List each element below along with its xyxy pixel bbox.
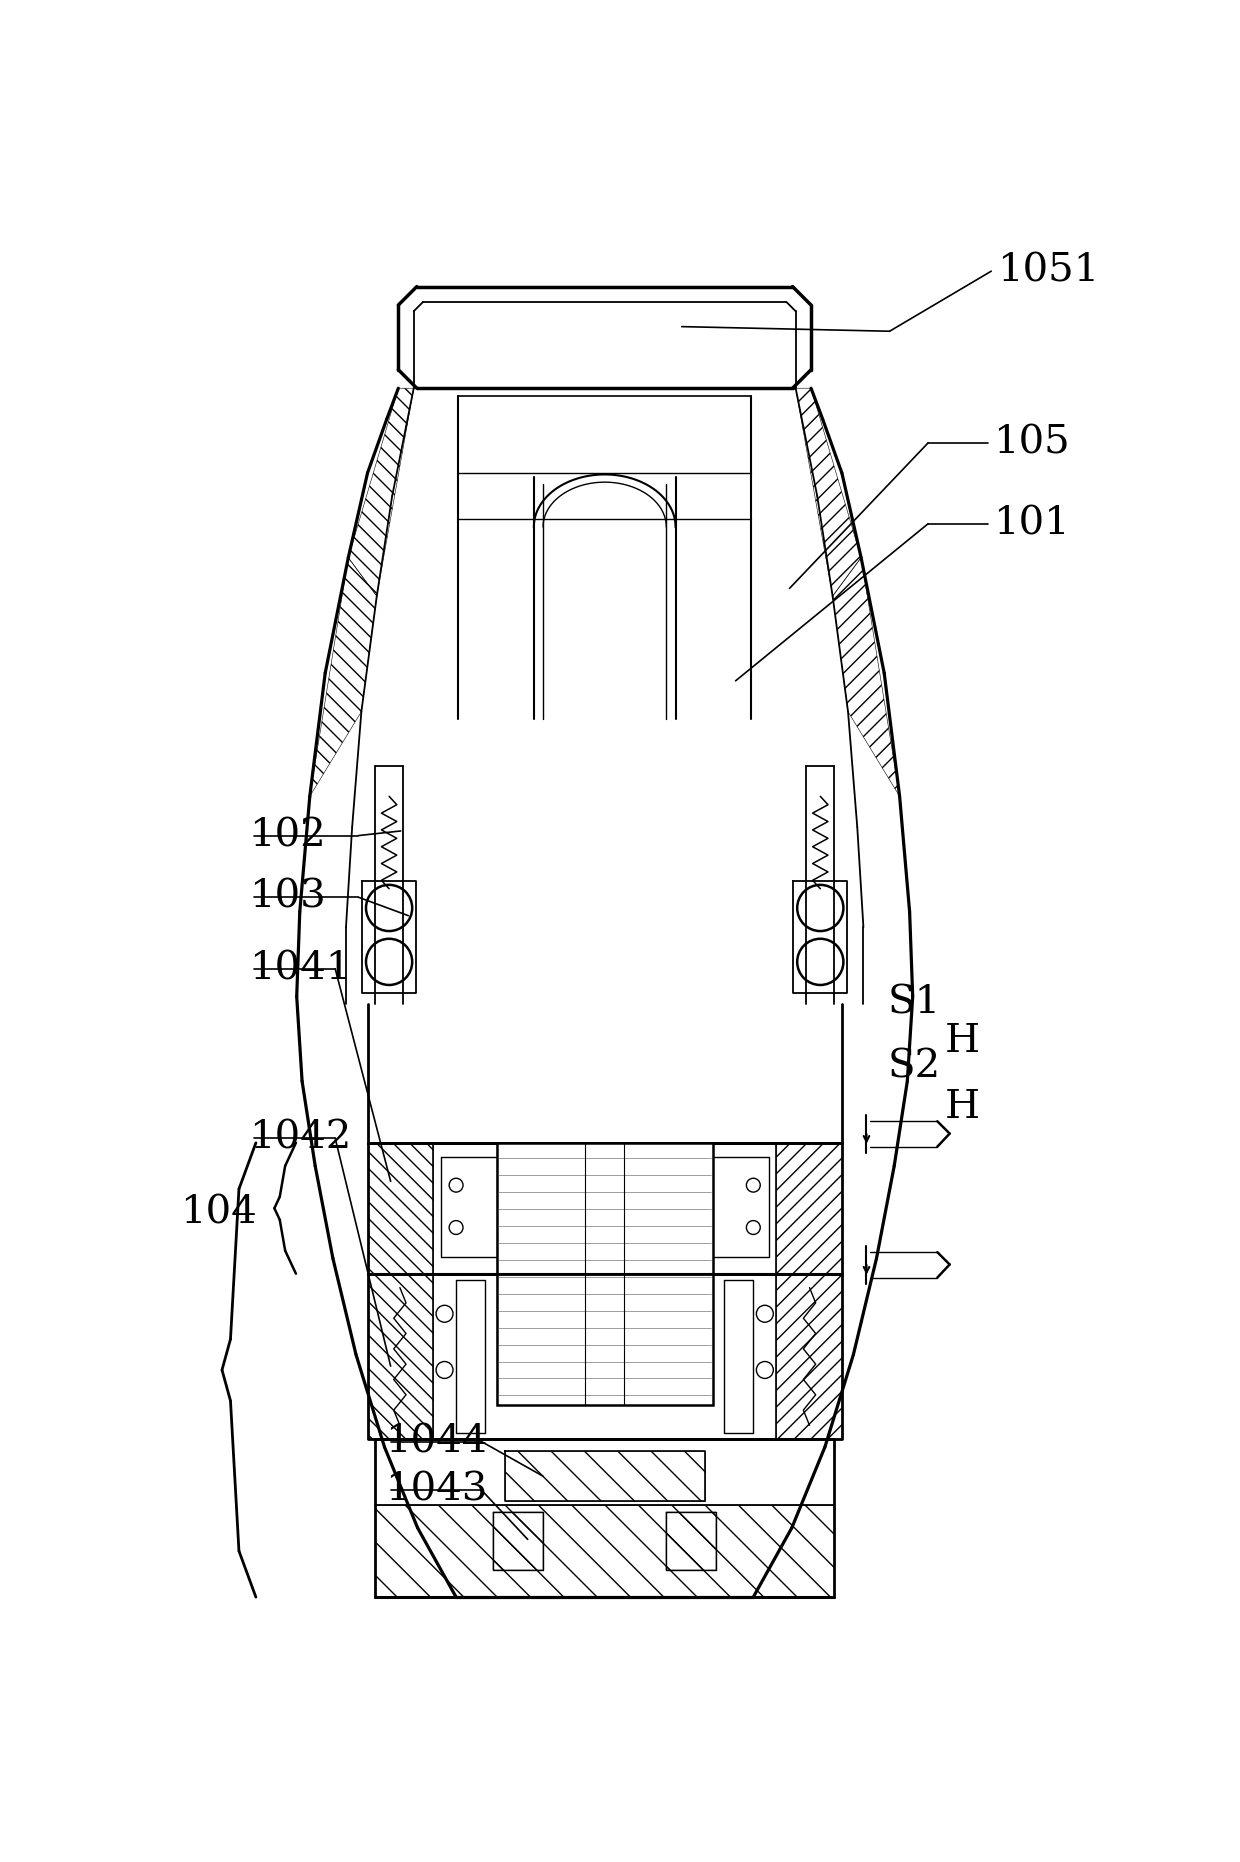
Text: S2: S2 bbox=[888, 1048, 941, 1086]
Text: H: H bbox=[945, 1022, 980, 1059]
Text: 101: 101 bbox=[993, 505, 1070, 542]
Text: 1043: 1043 bbox=[386, 1471, 487, 1508]
Polygon shape bbox=[497, 1143, 713, 1404]
Text: H: H bbox=[945, 1089, 980, 1127]
Text: 105: 105 bbox=[993, 425, 1070, 462]
Text: 103: 103 bbox=[249, 879, 326, 916]
Text: 1042: 1042 bbox=[249, 1119, 351, 1156]
Text: 1044: 1044 bbox=[386, 1423, 487, 1460]
Text: 1051: 1051 bbox=[997, 253, 1100, 290]
Text: 1041: 1041 bbox=[249, 950, 351, 987]
Text: 102: 102 bbox=[249, 817, 326, 855]
Text: 104: 104 bbox=[180, 1194, 257, 1231]
Text: S1: S1 bbox=[888, 985, 941, 1020]
